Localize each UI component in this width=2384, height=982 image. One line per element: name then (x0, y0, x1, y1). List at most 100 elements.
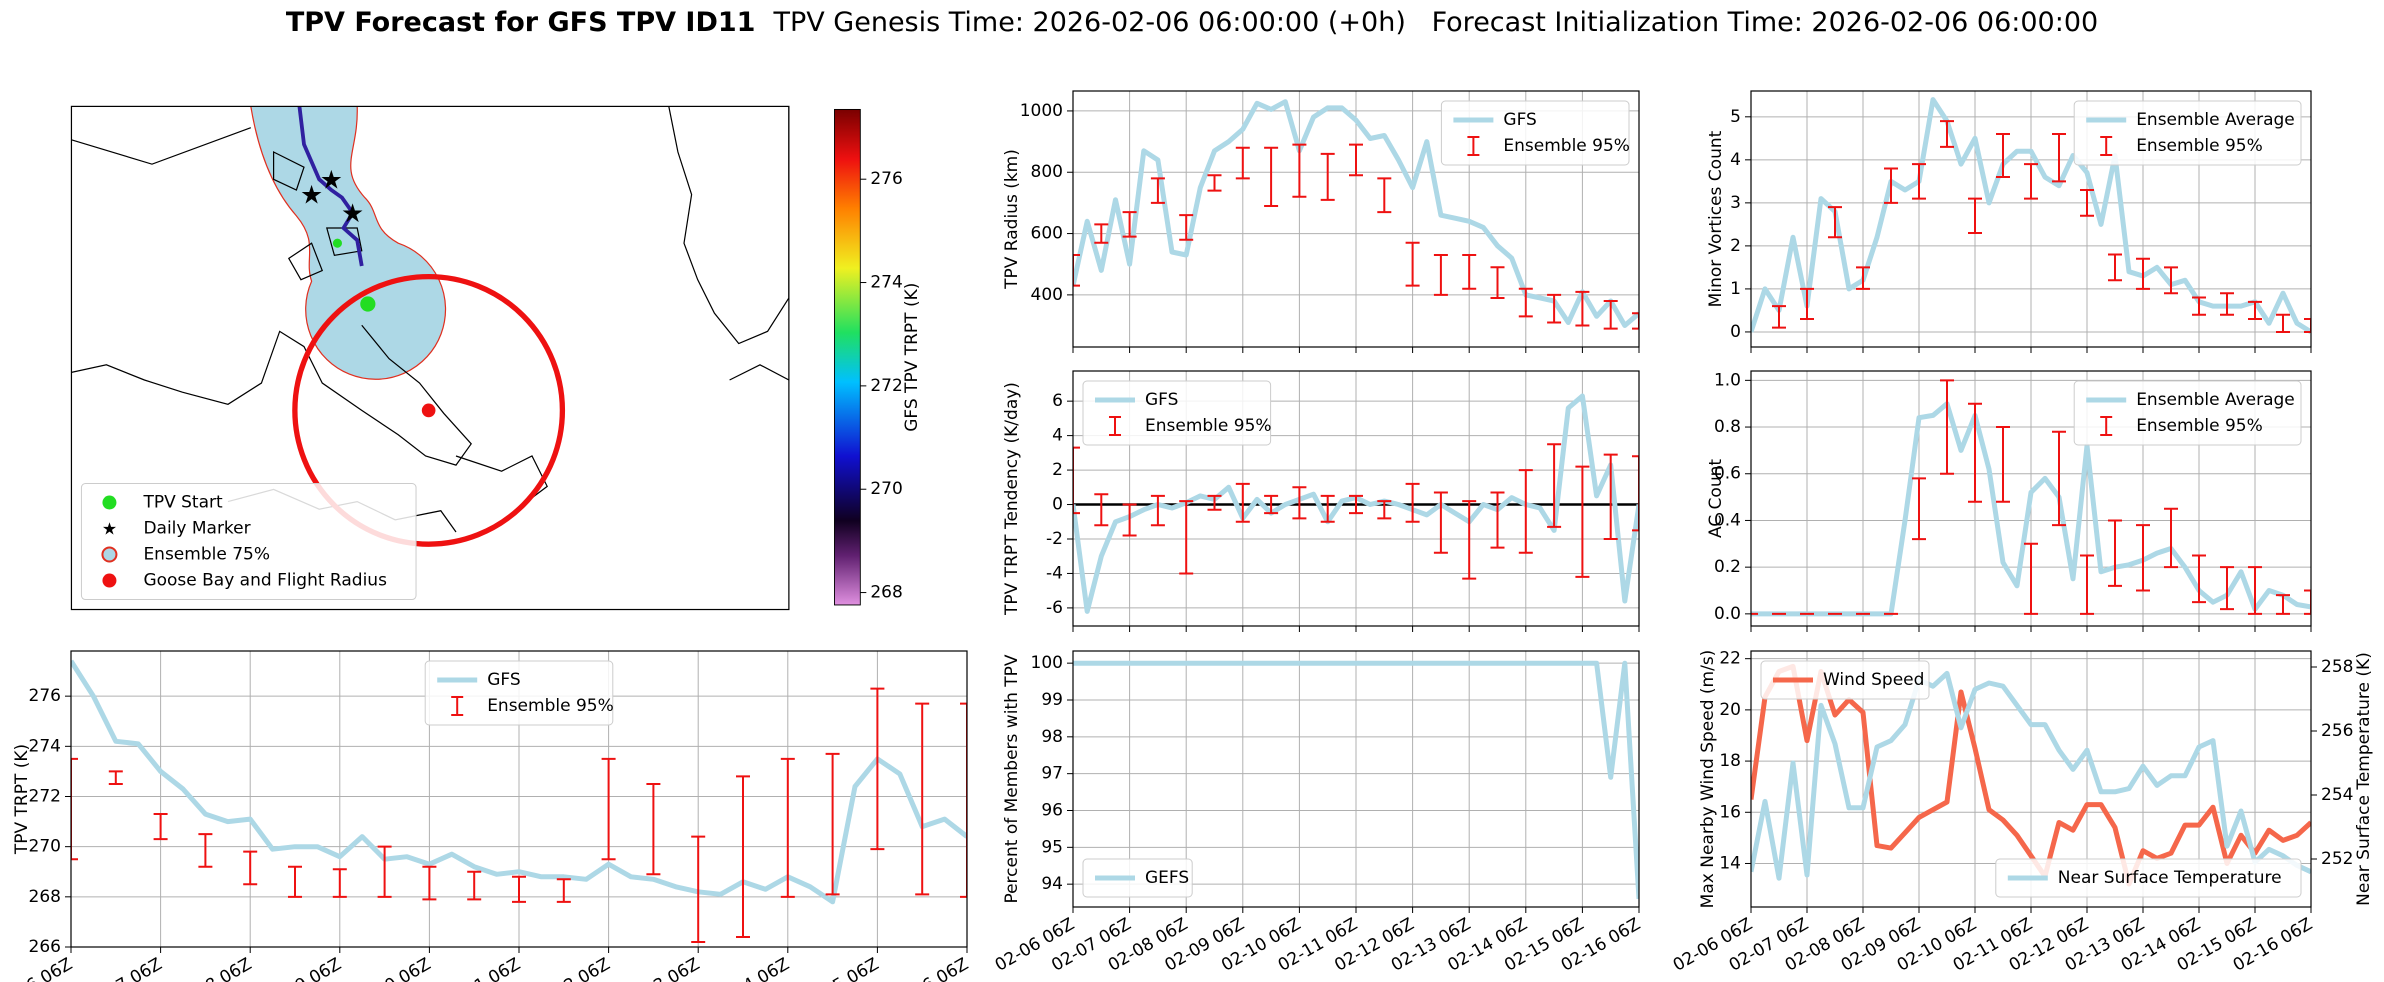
series-line (1751, 401, 2311, 617)
axes-frame (1072, 90, 1640, 348)
error-bar (1575, 465, 1590, 578)
x-tick-label: 02-10 06Z (348, 954, 434, 982)
colorbar-tick-label: 274 (870, 273, 902, 293)
error-bar (1292, 143, 1307, 198)
y-tick-label: 600 (1031, 224, 1063, 244)
error-bar (1940, 379, 1954, 475)
legend-box (1760, 660, 1930, 700)
tpv-track (297, 106, 364, 267)
legend-marker (102, 495, 117, 510)
y-tick-label: 2 (1730, 236, 1741, 256)
title-sub: TPV Genesis Time: 2026-02-06 06:00:00 (+… (772, 7, 2098, 38)
error-bar (2220, 292, 2234, 316)
legend-label: Ensemble 95% (1145, 416, 1272, 436)
error-bar (2164, 266, 2178, 295)
error-bar (2304, 589, 2311, 615)
y-tick-label: 95 (1041, 837, 1063, 857)
y-tick-label: 272 (29, 786, 61, 806)
error-bar (1405, 482, 1420, 523)
error-bar (2108, 519, 2122, 587)
error-bar (198, 833, 213, 868)
legend-marker (2100, 136, 2113, 156)
error-bar (1603, 453, 1618, 540)
error-bar (1462, 254, 1477, 290)
y-tick-label: 0 (1052, 495, 1063, 515)
y-tick-label: 22 (1719, 649, 1741, 669)
legend-label: Ensemble 95% (487, 696, 614, 716)
error-bar (1349, 143, 1363, 177)
legend-box (80, 483, 417, 601)
map-frame (70, 105, 790, 611)
error-bar (1490, 266, 1505, 299)
x-tick-label: 02-16 06Z (886, 954, 972, 982)
error-bar (1940, 120, 1954, 148)
plot-area (1073, 99, 1639, 330)
error-bar (1603, 300, 1618, 330)
y-tick-label: 14 (1719, 853, 1741, 873)
error-bar (2080, 554, 2094, 615)
x-tick-label: 02-11 06Z (438, 954, 524, 982)
error-bar (1094, 493, 1109, 527)
error-bar (1968, 402, 1982, 503)
goose-bay (421, 403, 436, 418)
error-bar (1292, 486, 1307, 520)
y-tick-label: 96 (1041, 800, 1063, 820)
legend-box (1995, 858, 2302, 898)
x-tick-label: 02-15 06Z (796, 954, 882, 982)
error-bar (1405, 241, 1420, 287)
error-bar (1264, 146, 1279, 207)
figure-title: TPV Forecast for GFS TPV ID11 TPV Genesis… (286, 7, 2098, 38)
error-bar (1094, 223, 1109, 244)
y-tick-label: 16 (1719, 802, 1741, 822)
ensemble-region (250, 106, 447, 380)
error-bar (1912, 477, 1926, 541)
error-bar (1433, 254, 1448, 296)
error-bar (1772, 305, 1786, 329)
y2-tick-label: 256 (2321, 721, 2353, 741)
error-bar (2248, 566, 2262, 615)
colorbar-label: GFS TPV TRPT (K) (902, 283, 922, 432)
series-line (1073, 99, 1639, 328)
error-bar (1632, 455, 1639, 532)
error-bar (1235, 482, 1250, 523)
legend-box (1082, 858, 1193, 898)
y-tick-label: 1 (1730, 279, 1741, 299)
error-bar (1996, 133, 2010, 179)
legend-marker (1467, 136, 1480, 156)
y-tick-label: 266 (29, 937, 61, 957)
error-bar (2304, 318, 2311, 333)
error-bar (2248, 300, 2262, 321)
y-tick-label: 276 (29, 686, 61, 706)
error-bar (736, 775, 750, 938)
legend-label: GFS (1503, 110, 1536, 130)
legend-label: Ensemble 95% (2136, 136, 2263, 156)
error-bar (1122, 211, 1137, 238)
y-tick-label: 6 (1052, 391, 1063, 411)
error-bar (71, 757, 78, 861)
y2-tick-label: 258 (2321, 657, 2353, 677)
y-tick-label: 18 (1719, 751, 1741, 771)
legend-marker (1109, 416, 1121, 436)
axes-frame (1072, 650, 1640, 908)
error-bar (2192, 296, 2206, 316)
y-tick-label: 274 (29, 736, 61, 756)
axes-frame (1072, 370, 1640, 627)
x-tick-label: 02-12 06Z (527, 954, 613, 982)
error-bar (1150, 494, 1165, 527)
error-bar (915, 702, 930, 896)
legend-label: Ensemble 75% (143, 545, 270, 565)
x-tick-label: 02-14 06Z (707, 954, 793, 982)
legend-box (2073, 100, 2302, 166)
y-tick-label: 0.4 (1714, 510, 1741, 530)
y-axis-label: Percent of Members with TPV (1002, 654, 1022, 903)
error-bar (467, 870, 482, 901)
y-tick-label: 400 (1031, 285, 1063, 305)
y-tick-label: 270 (29, 837, 61, 857)
plot-area (1073, 660, 1639, 900)
y-tick-label: 100 (1031, 653, 1063, 673)
track-point (332, 238, 342, 248)
error-bar (1179, 500, 1194, 575)
error-bar (422, 865, 437, 901)
error-bar (646, 782, 661, 876)
legend-marker (451, 696, 464, 716)
